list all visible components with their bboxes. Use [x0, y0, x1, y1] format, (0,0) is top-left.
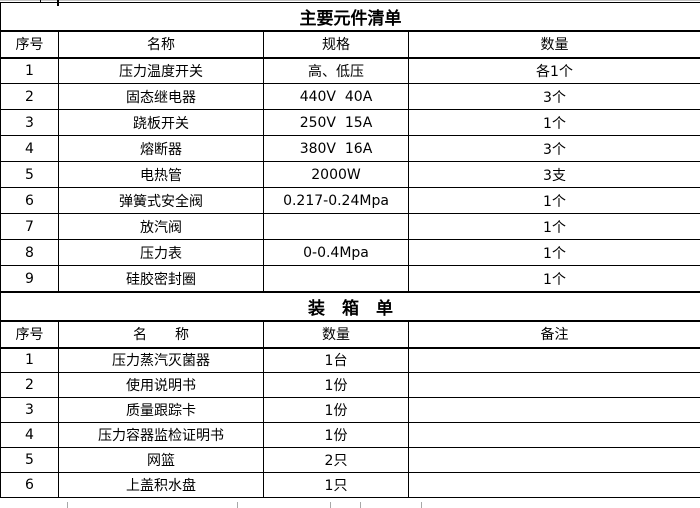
main-table-title: 主要元件清单	[0, 2, 700, 32]
table-header-row: 序号 名称 规格 数量	[0, 30, 700, 59]
cell-name: 熔断器	[58, 135, 264, 162]
table-title-row: 主要元件清单	[0, 2, 700, 32]
main-components-table: 主要元件清单 序号 名称 规格 数量 1 压力温度开关 高、低压 各1个 2 固…	[0, 2, 700, 292]
table-row: 7 放汽阀 1个	[0, 213, 700, 240]
cell-name: 网篮	[58, 447, 264, 473]
cell-no: 6	[0, 187, 59, 214]
cell-name: 上盖积水盘	[58, 472, 264, 498]
header-no: 序号	[0, 30, 59, 59]
bottom-table-remnant-tick	[67, 502, 68, 508]
cell-no: 3	[0, 397, 59, 423]
cell-name: 质量跟踪卡	[58, 397, 264, 423]
table-row: 6 上盖积水盘 1只	[0, 472, 700, 498]
cell-name: 压力温度开关	[58, 57, 264, 84]
cell-spec	[263, 213, 409, 240]
cell-qty: 1份	[263, 422, 409, 448]
cell-spec: 250V 15A	[263, 109, 409, 136]
header-name: 名 称	[58, 320, 264, 349]
cell-no: 4	[0, 135, 59, 162]
cell-name: 压力蒸汽灭菌器	[58, 347, 264, 373]
cell-remark	[408, 422, 700, 448]
table-row: 4 压力容器监检证明书 1份	[0, 422, 700, 448]
cell-qty: 1份	[263, 372, 409, 398]
cell-no: 5	[0, 161, 59, 188]
cell-remark	[408, 447, 700, 473]
cell-qty: 1份	[263, 397, 409, 423]
header-remark: 备注	[408, 320, 700, 349]
cell-qty: 1个	[408, 239, 700, 266]
table-row: 3 跷板开关 250V 15A 1个	[0, 109, 700, 136]
cell-spec: 440V 40A	[263, 83, 409, 110]
table-header-row: 序号 名 称 数量 备注	[0, 320, 700, 349]
cell-remark	[408, 397, 700, 423]
header-qty: 数量	[263, 320, 409, 349]
cell-name: 使用说明书	[58, 372, 264, 398]
top-table-remnant-tick	[40, 0, 41, 3]
cell-name: 硅胶密封圈	[58, 265, 264, 292]
cell-no: 9	[0, 265, 59, 292]
cell-qty: 1个	[408, 213, 700, 240]
table-row: 3 质量跟踪卡 1份	[0, 397, 700, 423]
cell-qty: 各1个	[408, 57, 700, 84]
cell-qty: 1个	[408, 109, 700, 136]
bottom-table-remnant-tick	[360, 502, 361, 508]
cell-name: 压力表	[58, 239, 264, 266]
header-spec: 规格	[263, 30, 409, 59]
table-title-row: 装 箱 单	[0, 292, 700, 322]
cell-name: 跷板开关	[58, 109, 264, 136]
packing-table-title: 装 箱 单	[0, 292, 700, 322]
cell-qty: 1台	[263, 347, 409, 373]
header-name: 名称	[58, 30, 264, 59]
packing-list-table: 装 箱 单 序号 名 称 数量 备注 1 压力蒸汽灭菌器 1台 2 使用说明书 …	[0, 292, 700, 498]
header-no: 序号	[0, 320, 59, 349]
cell-spec: 380V 16A	[263, 135, 409, 162]
table-row: 2 使用说明书 1份	[0, 372, 700, 398]
cell-spec: 0-0.4Mpa	[263, 239, 409, 266]
cell-spec: 2000W	[263, 161, 409, 188]
table-row: 1 压力温度开关 高、低压 各1个	[0, 57, 700, 84]
cell-no: 2	[0, 83, 59, 110]
cell-name: 电热管	[58, 161, 264, 188]
cell-no: 5	[0, 447, 59, 473]
bottom-table-remnant-tick	[237, 502, 238, 508]
cell-spec: 高、低压	[263, 57, 409, 84]
cell-remark	[408, 472, 700, 498]
cell-no: 3	[0, 109, 59, 136]
cell-qty: 2只	[263, 447, 409, 473]
cell-no: 1	[0, 57, 59, 84]
cell-no: 4	[0, 422, 59, 448]
cell-qty: 1个	[408, 265, 700, 292]
cell-remark	[408, 347, 700, 373]
table-row: 8 压力表 0-0.4Mpa 1个	[0, 239, 700, 266]
table-row: 5 网篮 2只	[0, 447, 700, 473]
cell-qty: 3个	[408, 135, 700, 162]
cell-spec	[263, 265, 409, 292]
table-row: 6 弹簧式安全阀 0.217-0.24Mpa 1个	[0, 187, 700, 214]
cell-qty: 3个	[408, 83, 700, 110]
cell-name: 固态继电器	[58, 83, 264, 110]
table-row: 4 熔断器 380V 16A 3个	[0, 135, 700, 162]
cell-name: 放汽阀	[58, 213, 264, 240]
cell-no: 8	[0, 239, 59, 266]
table-row: 1 压力蒸汽灭菌器 1台	[0, 347, 700, 373]
bottom-table-remnant-line	[0, 0, 700, 1]
cell-no: 6	[0, 472, 59, 498]
cell-spec: 0.217-0.24Mpa	[263, 187, 409, 214]
cell-no: 1	[0, 347, 59, 373]
cell-remark	[408, 372, 700, 398]
cell-qty: 1个	[408, 187, 700, 214]
cell-qty: 1只	[263, 472, 409, 498]
bottom-table-remnant-tick	[330, 502, 331, 508]
header-qty: 数量	[408, 30, 700, 59]
table-row: 9 硅胶密封圈 1个	[0, 265, 700, 292]
cell-no: 7	[0, 213, 59, 240]
table-row: 5 电热管 2000W 3支	[0, 161, 700, 188]
cell-no: 2	[0, 372, 59, 398]
cell-name: 压力容器监检证明书	[58, 422, 264, 448]
table-row: 2 固态继电器 440V 40A 3个	[0, 83, 700, 110]
cell-qty: 3支	[408, 161, 700, 188]
cell-name: 弹簧式安全阀	[58, 187, 264, 214]
bottom-table-remnant-tick	[421, 502, 422, 508]
